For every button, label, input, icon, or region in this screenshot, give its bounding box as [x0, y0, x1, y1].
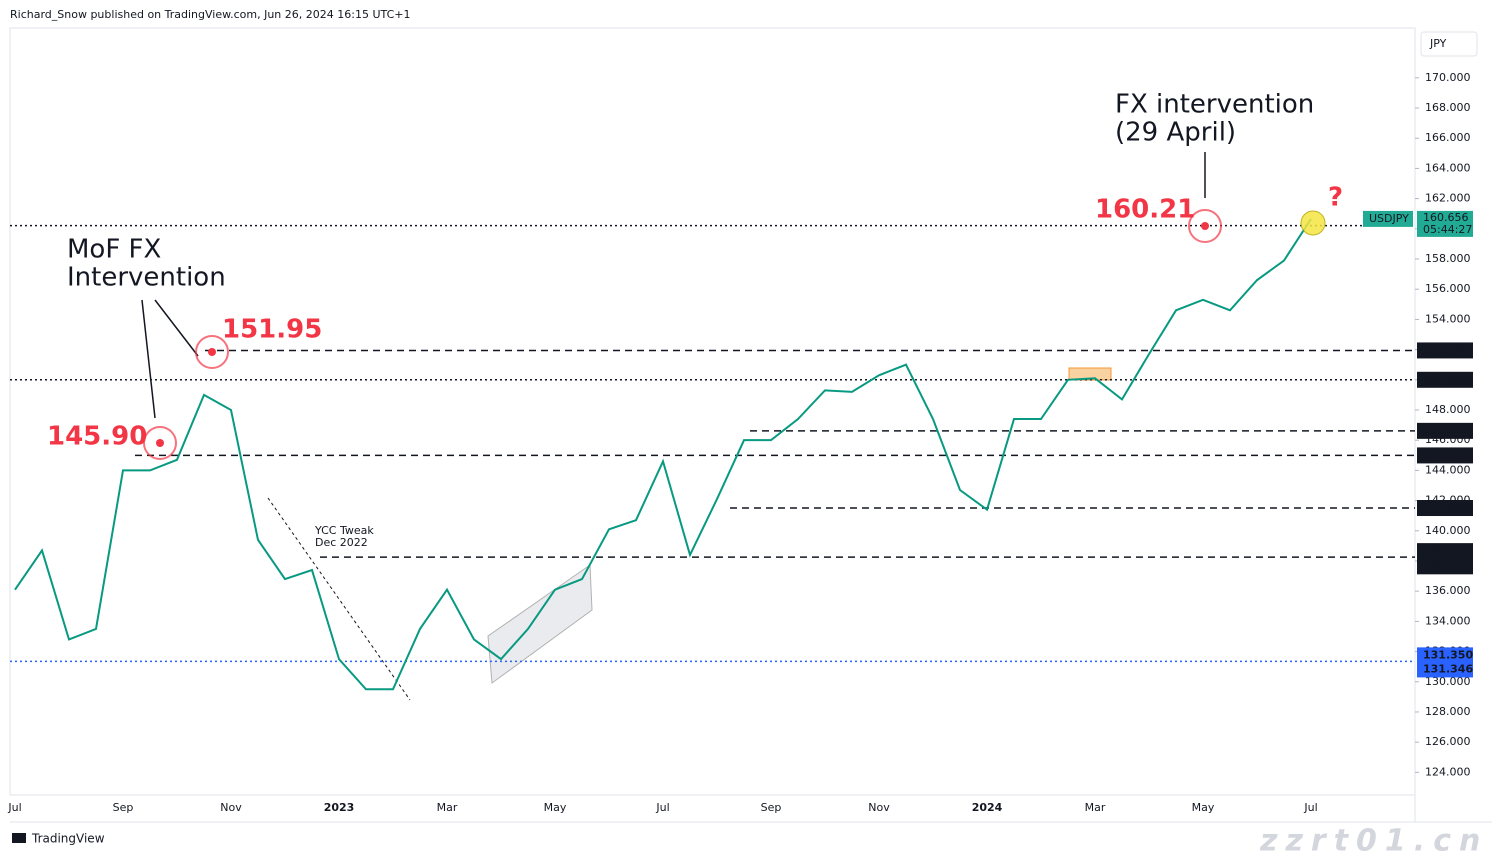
price-badge-label: 131.350: [1423, 648, 1473, 661]
price-annotation: 145.90: [47, 422, 147, 452]
y-tick-label: 156.000: [1425, 282, 1471, 295]
y-tick-label: 158.000: [1425, 252, 1471, 265]
current-circle: [1300, 210, 1326, 236]
y-tick-label: 136.000: [1425, 584, 1471, 597]
y-tick-label: 130.000: [1425, 675, 1471, 688]
x-tick-label: Sep: [113, 801, 134, 814]
price-badge: [1417, 543, 1473, 560]
y-tick-label: 148.000: [1425, 403, 1471, 416]
price-badge-label: 144.991: [1423, 448, 1473, 461]
x-tick-label: May: [544, 801, 567, 814]
logo: TradingView: [12, 832, 105, 846]
currency-button[interactable]: [1420, 31, 1478, 57]
plot: [14, 218, 1312, 691]
x-tick-label: Jul: [1303, 801, 1317, 814]
x-tick-label: Sep: [761, 801, 782, 814]
ycc-label: Dec 2022: [315, 536, 368, 549]
y-tick-label: 134.000: [1425, 614, 1471, 627]
x-tick-label: Nov: [220, 801, 242, 814]
levels: [10, 224, 1415, 663]
annotations: MoF FX Intervention 151.95 145.90 160.21…: [47, 90, 1343, 550]
arrow: [141, 299, 156, 419]
highlight-dot: [208, 348, 216, 356]
price-badge: [1417, 447, 1473, 464]
price-badge: [1417, 422, 1473, 439]
x-tick-label: 2023: [324, 801, 355, 814]
price-badge-label: 131.346: [1423, 662, 1473, 675]
highlight-circle: [195, 335, 229, 369]
arrow: [154, 299, 199, 357]
price-badge-label: 146.618: [1423, 424, 1473, 437]
mof-label: Intervention: [67, 263, 226, 293]
price-badge-label: 141.508: [1423, 501, 1473, 514]
highlight-circle: [1188, 209, 1222, 243]
highlight-circle: [143, 426, 177, 460]
ycc-label: YCC Tweak: [314, 524, 374, 537]
price-badge: [1417, 371, 1473, 388]
fx-label: FX intervention: [1115, 90, 1314, 120]
symbol-badge: [1363, 210, 1413, 227]
y-tick-label: 128.000: [1425, 705, 1471, 718]
y-tick-label: 170.000: [1425, 71, 1471, 84]
y-tick-label: 154.000: [1425, 312, 1471, 325]
last-price: 160.656: [1423, 211, 1469, 224]
price-badge-label: 138.255: [1423, 544, 1473, 557]
price-badge: [1417, 661, 1473, 678]
highlight-dot: [1201, 222, 1209, 230]
price-badge-label: 151.944: [1423, 343, 1473, 356]
x-tick-label: Jul: [7, 801, 21, 814]
highlight-dot: [156, 439, 164, 447]
y-tick-label: 168.000: [1425, 101, 1471, 114]
last-price-badge: [1417, 210, 1473, 237]
x-tick-label: May: [1192, 801, 1215, 814]
currency[interactable]: JPY: [1429, 37, 1447, 50]
trend-line: [267, 497, 411, 701]
price-badge: [1417, 558, 1473, 575]
watermark: zzrt01.cn: [1259, 824, 1488, 858]
price-badge-label: 150.000: [1423, 373, 1473, 386]
fx-label: (29 April): [1115, 118, 1236, 148]
price-badge: [1417, 342, 1473, 359]
y-tick-label: 166.000: [1425, 131, 1471, 144]
x-tick-label: Jul: [655, 801, 669, 814]
y-tick-label: 164.000: [1425, 161, 1471, 174]
y-tick-label: 124.000: [1425, 765, 1471, 778]
countdown: 05:44:27: [1423, 223, 1472, 236]
header: Richard_Snow published on TradingView.co…: [10, 8, 410, 21]
price-line: [14, 218, 1312, 691]
y-tick-label: 140.000: [1425, 524, 1471, 537]
footer: TradingView: [31, 832, 105, 846]
x-tick-label: Mar: [437, 801, 458, 814]
y-tick-label: 126.000: [1425, 735, 1471, 748]
y-tick-label: 144.000: [1425, 463, 1471, 476]
y-tick-label: 162.000: [1425, 192, 1471, 205]
logo-icon: [12, 833, 26, 843]
price-badge-label: 138.175: [1423, 559, 1473, 572]
symbol: USDJPY: [1369, 212, 1409, 225]
price-annotation: 160.21: [1095, 195, 1195, 225]
price-badge: [1417, 647, 1473, 664]
x-tick-label: Mar: [1085, 801, 1106, 814]
x-tick-label: 2024: [972, 801, 1003, 814]
question-mark: ?: [1328, 183, 1343, 213]
price-annotation: 151.95: [222, 315, 322, 345]
x-tick-label: Nov: [868, 801, 890, 814]
price-badge: [1417, 500, 1473, 517]
mof-label: MoF FX: [67, 235, 161, 265]
